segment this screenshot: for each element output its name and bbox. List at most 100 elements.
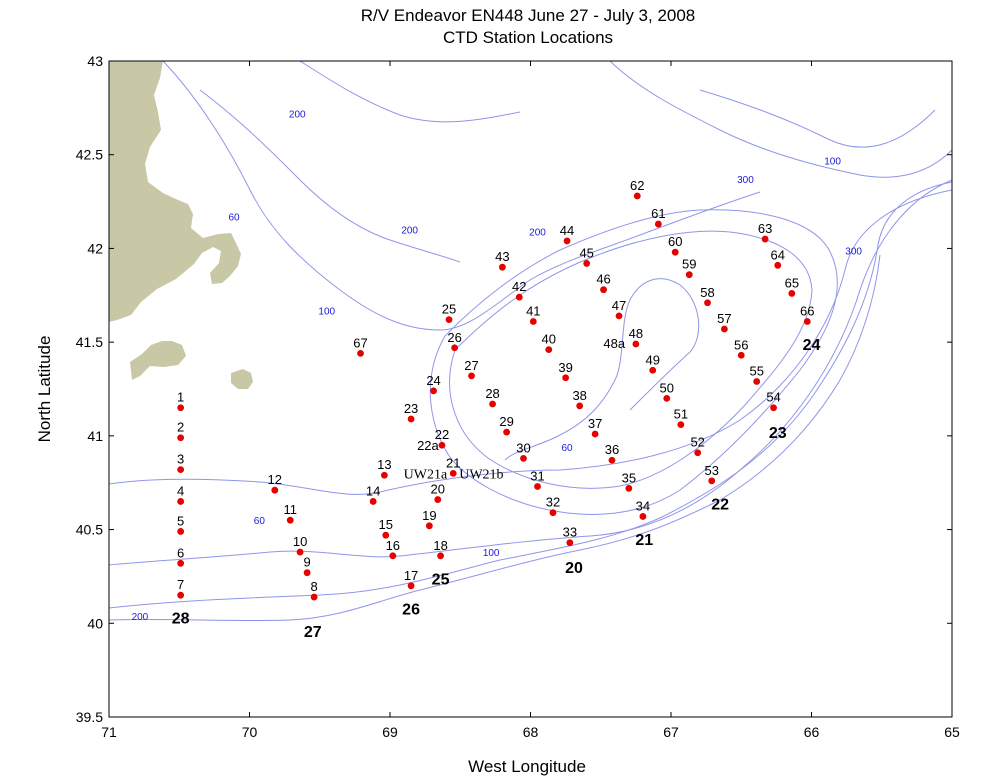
station-22[interactable]: 22 xyxy=(435,427,449,449)
station-marker[interactable] xyxy=(761,235,769,243)
station-marker[interactable] xyxy=(382,531,390,539)
station-26[interactable]: 26 xyxy=(447,330,462,352)
station-marker[interactable] xyxy=(520,454,527,462)
station-marker[interactable] xyxy=(563,237,571,245)
station-marker[interactable] xyxy=(177,498,185,505)
station-marker[interactable] xyxy=(529,318,537,325)
station-43[interactable]: 43 xyxy=(495,249,510,271)
station-25[interactable]: 25 xyxy=(442,302,456,324)
station-32[interactable]: 32 xyxy=(546,495,560,517)
station-11[interactable]: 11 xyxy=(283,502,297,524)
station-marker[interactable] xyxy=(704,299,711,307)
station-31[interactable]: 31 xyxy=(530,468,545,490)
station-13[interactable]: 13 xyxy=(377,457,392,479)
station-marker[interactable] xyxy=(437,552,444,560)
station-marker[interactable] xyxy=(649,366,657,374)
station-marker[interactable] xyxy=(774,261,782,269)
station-marker[interactable] xyxy=(430,387,437,395)
station-53[interactable]: 53 xyxy=(705,463,719,485)
station-54[interactable]: 54 xyxy=(766,390,781,412)
station-66[interactable]: 66 xyxy=(800,304,815,325)
station-59[interactable]: 59 xyxy=(682,257,696,279)
station-marker[interactable] xyxy=(685,271,693,279)
station-12[interactable]: 12 xyxy=(268,472,282,494)
station-marker[interactable] xyxy=(451,344,459,352)
station-marker[interactable] xyxy=(503,428,511,436)
station-marker[interactable] xyxy=(591,430,599,438)
station-marker[interactable] xyxy=(380,471,388,479)
station-45[interactable]: 45 xyxy=(579,245,594,267)
station-marker[interactable] xyxy=(788,290,796,297)
station-marker[interactable] xyxy=(296,548,304,556)
station-37[interactable]: 37 xyxy=(588,416,602,438)
station-marker[interactable] xyxy=(608,456,616,464)
station-3[interactable]: 3 xyxy=(177,452,184,473)
station-marker[interactable] xyxy=(303,569,311,577)
station-UW21a[interactable]: UW21a xyxy=(404,467,448,482)
station-16[interactable]: 16 xyxy=(386,538,400,560)
station-marker[interactable] xyxy=(177,466,185,473)
station-65[interactable]: 65 xyxy=(785,275,799,297)
station-64[interactable]: 64 xyxy=(771,247,785,269)
station-24[interactable]: 24 xyxy=(426,373,441,395)
station-50[interactable]: 50 xyxy=(660,380,674,402)
station-48a[interactable]: 48a xyxy=(603,336,625,351)
station-marker[interactable] xyxy=(633,192,641,200)
station-marker[interactable] xyxy=(438,441,446,449)
station-30[interactable]: 30 xyxy=(516,440,531,462)
station-marker[interactable] xyxy=(425,522,433,530)
station-marker[interactable] xyxy=(177,591,185,599)
station-marker[interactable] xyxy=(286,516,294,524)
station-49[interactable]: 49 xyxy=(646,352,660,374)
station-19[interactable]: 19 xyxy=(422,508,437,530)
station-40[interactable]: 40 xyxy=(542,332,556,354)
station-marker[interactable] xyxy=(177,528,185,535)
station-58[interactable]: 58 xyxy=(700,285,715,307)
station-marker[interactable] xyxy=(562,374,570,382)
station-marker[interactable] xyxy=(720,325,728,333)
station-marker[interactable] xyxy=(407,582,415,590)
station-46[interactable]: 46 xyxy=(596,272,611,294)
station-23[interactable]: 23 xyxy=(404,401,418,423)
station-4[interactable]: 4 xyxy=(177,483,185,505)
station-marker[interactable] xyxy=(445,316,453,324)
station-29[interactable]: 29 xyxy=(499,414,514,436)
station-52[interactable]: 52 xyxy=(690,435,705,457)
station-marker[interactable] xyxy=(489,400,496,408)
station-57[interactable]: 57 xyxy=(717,311,732,333)
station-39[interactable]: 39 xyxy=(558,360,573,382)
station-marker[interactable] xyxy=(369,498,377,505)
station-63[interactable]: 63 xyxy=(758,221,772,243)
station-44[interactable]: 44 xyxy=(560,223,574,245)
station-20[interactable]: 20 xyxy=(431,482,445,503)
station-UW21b[interactable]: UW21b xyxy=(459,467,503,482)
station-33[interactable]: 33 xyxy=(563,525,577,547)
station-17[interactable]: 17 xyxy=(404,568,418,590)
station-10[interactable]: 10 xyxy=(293,534,307,556)
station-21[interactable]: 21 xyxy=(446,455,460,477)
station-marker[interactable] xyxy=(468,372,475,380)
station-6[interactable]: 6 xyxy=(177,545,185,567)
station-marker[interactable] xyxy=(549,509,557,517)
station-marker[interactable] xyxy=(694,449,702,457)
station-marker[interactable] xyxy=(632,340,640,348)
station-marker[interactable] xyxy=(499,263,506,271)
station-marker[interactable] xyxy=(177,434,185,442)
station-36[interactable]: 36 xyxy=(605,442,619,464)
station-marker[interactable] xyxy=(639,513,647,520)
station-28[interactable]: 28 xyxy=(485,386,500,408)
station-38[interactable]: 38 xyxy=(572,388,587,410)
station-marker[interactable] xyxy=(271,486,279,494)
station-marker[interactable] xyxy=(663,394,671,402)
station-marker[interactable] xyxy=(389,552,397,560)
station-marker[interactable] xyxy=(407,415,415,423)
station-marker[interactable] xyxy=(177,559,185,567)
station-marker[interactable] xyxy=(708,477,716,485)
station-48[interactable]: 48 xyxy=(629,326,643,348)
station-51[interactable]: 51 xyxy=(674,407,688,429)
station-27[interactable]: 27 xyxy=(464,358,479,380)
station-marker[interactable] xyxy=(654,220,662,228)
station-marker[interactable] xyxy=(803,318,811,325)
station-15[interactable]: 15 xyxy=(379,517,393,539)
station-47[interactable]: 47 xyxy=(612,298,626,320)
